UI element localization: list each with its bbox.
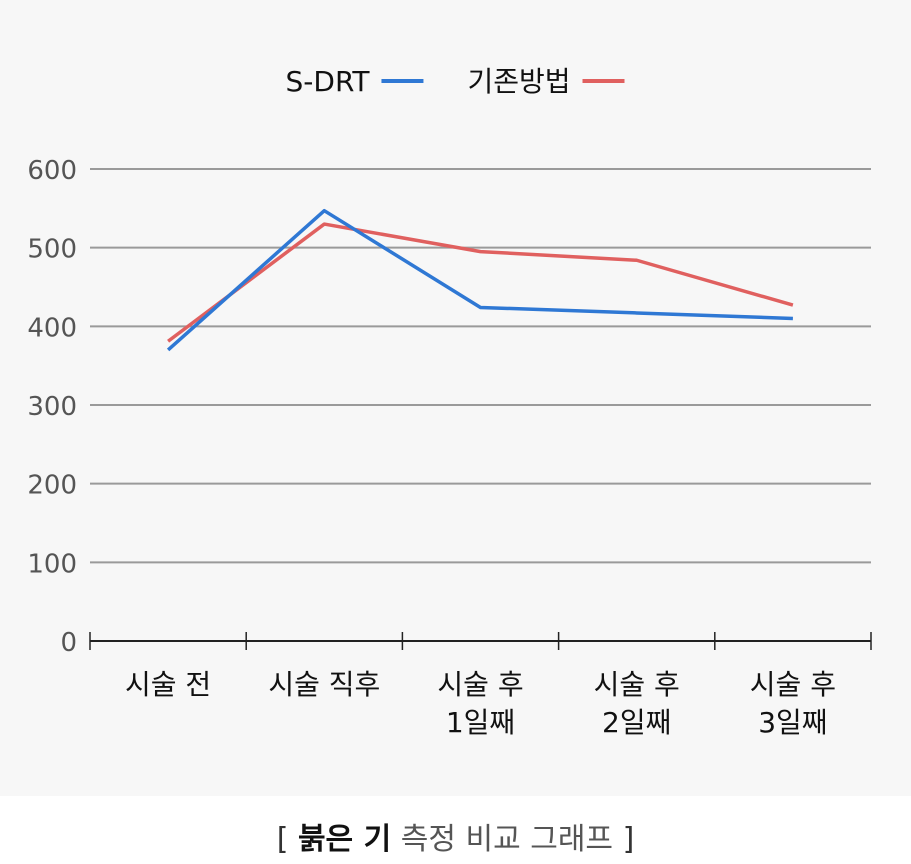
x-axis-ticks: 시술 전 시술 직후 시술 후 1일째 시술 후 2일째 시술 후 3일째 [125,668,836,739]
y-axis-ticks: 0 100 200 300 400 500 600 [27,156,77,658]
y-tick-label: 600 [27,156,77,186]
legend-label: S-DRT [286,65,371,98]
series-lines [166,208,794,352]
y-tick-label: 100 [27,549,77,579]
gridlines [90,168,871,564]
legend: S-DRT 기존방법 [286,65,625,98]
x-tick-label: 시술 직후 [268,668,380,701]
caption-text: 측정 비교 그래프 [400,822,614,857]
chart-caption: [ 붉은 기 측정 비교 그래프 ] [0,818,911,862]
caption-close-bracket: ] [622,822,635,857]
y-tick-label: 400 [27,313,77,343]
y-tick-label: 0 [60,628,77,658]
caption-open-bracket: [ [276,822,289,857]
x-axis [89,632,872,650]
x-tick-label: 시술 후 2일째 [594,668,680,739]
series-line-기존방법 [167,222,794,343]
caption-emphasis: 붉은 기 [297,822,392,857]
y-tick-label: 200 [27,471,77,501]
series-line-S-DRT [166,208,793,352]
x-tick-label: 시술 후 1일째 [437,668,523,739]
line-chart: 0 100 200 300 400 500 600 시술 전 시술 직후 시술 후 1일째 시술 후… [27,65,872,739]
legend-label: 기존방법 [467,65,570,98]
y-tick-label: 500 [27,235,77,265]
y-tick-label: 300 [27,392,77,422]
x-tick-label: 시술 전 [125,668,211,701]
x-tick-label: 시술 후 3일째 [750,668,836,739]
chart-panel: 0 100 200 300 400 500 600 시술 전 시술 직후 시술 후 1일째 시술 후… [27,65,872,739]
